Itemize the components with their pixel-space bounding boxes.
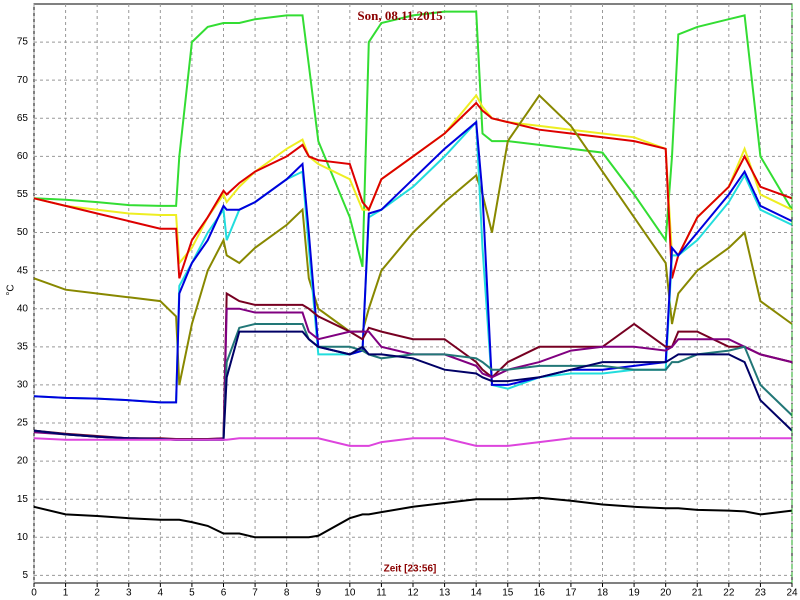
y-tick-label: 5: [22, 570, 28, 581]
x-tick-label: 13: [439, 588, 451, 599]
series-line: [33, 10, 793, 268]
x-tick-label: 4: [158, 588, 164, 599]
series-line: [33, 101, 793, 279]
y-tick-label: 15: [17, 494, 29, 505]
y-tick-label: 60: [17, 151, 29, 162]
y-axis-label: °C: [6, 284, 17, 295]
x-tick-label: 8: [284, 588, 290, 599]
y-tick-label: 40: [17, 303, 29, 314]
series-line: [33, 437, 792, 447]
x-tick-label: 5: [189, 588, 195, 599]
x-tick-label: 11: [376, 588, 387, 599]
y-tick-label: 50: [17, 227, 29, 238]
x-tick-label: 24: [786, 588, 798, 599]
y-tick-label: 75: [17, 37, 29, 48]
x-tick-label: 7: [252, 588, 258, 599]
y-tick-label: 30: [17, 380, 29, 391]
x-tick-label: 10: [344, 588, 356, 599]
x-tick-label: 2: [94, 588, 100, 599]
y-tick-label: 65: [17, 113, 29, 124]
y-tick-label: 25: [17, 418, 29, 429]
x-tick-label: 17: [565, 588, 577, 599]
series-line: [33, 120, 793, 404]
x-tick-label: 19: [629, 588, 641, 599]
y-tick-label: 55: [17, 189, 29, 200]
y-tick-label: 45: [17, 265, 29, 276]
y-tick-label: 20: [17, 456, 29, 467]
y-tick-label: 70: [17, 75, 29, 86]
chart-title: Son, 08.11.2015: [357, 8, 443, 23]
x-tick-label: 18: [597, 588, 609, 599]
x-tick-label: 14: [471, 588, 483, 599]
x-tick-label: 1: [63, 588, 69, 599]
x-tick-label: 16: [534, 588, 546, 599]
x-tick-label: 0: [31, 588, 37, 599]
series-group: [33, 10, 793, 539]
x-tick-label: 22: [723, 588, 735, 599]
x-tick-label: 12: [407, 588, 419, 599]
x-tick-label: 20: [660, 588, 672, 599]
x-tick-label: 9: [315, 588, 321, 599]
y-tick-label: 35: [17, 341, 29, 352]
x-tick-label: 23: [755, 588, 767, 599]
x-tick-label: 6: [221, 588, 227, 599]
series-line: [33, 496, 793, 539]
x-tick-label: 3: [126, 588, 132, 599]
x-tick-label: 21: [692, 588, 704, 599]
x-axis-label: Zeit [23:56]: [384, 564, 437, 575]
x-tick-label: 15: [502, 588, 514, 599]
y-tick-label: 10: [17, 532, 29, 543]
